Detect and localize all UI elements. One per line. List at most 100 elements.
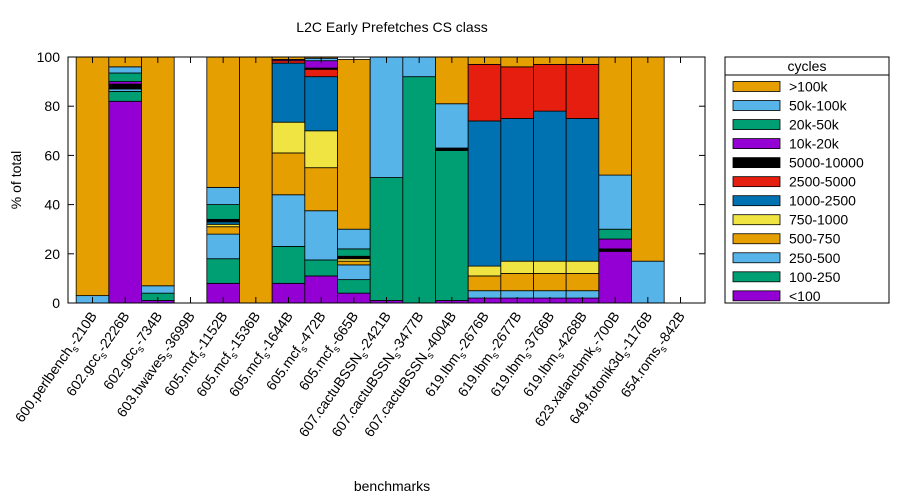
bar-segment xyxy=(435,56,469,105)
bar-segment xyxy=(533,260,567,274)
bar-segment xyxy=(598,174,632,230)
bar-segment xyxy=(565,260,600,274)
legend-swatch xyxy=(732,252,781,264)
bar-segment xyxy=(467,63,502,122)
legend-label: 1000-2500 xyxy=(789,193,856,209)
bar-segment xyxy=(337,59,371,230)
bar-segment xyxy=(500,290,534,299)
legend-label: 250-500 xyxy=(789,250,841,266)
bar-segment xyxy=(271,152,306,196)
bar-segment xyxy=(337,260,371,266)
bar-segment xyxy=(206,186,240,206)
y-tick-label: 80 xyxy=(44,98,60,114)
bar-segment xyxy=(565,63,600,119)
bar-segment xyxy=(565,118,600,262)
bar-segment xyxy=(533,273,567,292)
bar-segment xyxy=(500,273,534,292)
legend-swatch xyxy=(732,271,781,283)
chart-title: L2C Early Prefetches CS class xyxy=(296,19,487,35)
bar-segment xyxy=(631,260,665,304)
bar-segment xyxy=(206,226,240,235)
bar-segment xyxy=(271,246,306,284)
bar-segment xyxy=(75,56,110,297)
bar-segment xyxy=(631,56,665,262)
legend-swatch xyxy=(732,290,781,302)
bar-segment xyxy=(206,258,240,284)
bar-segment xyxy=(435,103,469,149)
bar-segment xyxy=(239,56,273,304)
legend-label: 750-1000 xyxy=(789,212,848,228)
legend-swatch xyxy=(732,119,781,130)
bar-segment xyxy=(304,76,338,132)
y-axis-label: % of total xyxy=(8,151,24,209)
bar-segment xyxy=(565,273,600,292)
plot-area: 020406080100600.perlbenchs-210B602.gccs-… xyxy=(12,49,706,440)
legend-label: >100k xyxy=(789,79,829,95)
legend-swatch xyxy=(732,81,781,92)
legend-label: 500-750 xyxy=(789,231,841,247)
bar-segment xyxy=(206,56,240,188)
bar-segment xyxy=(500,260,534,274)
bar-segment xyxy=(108,66,142,74)
legend-swatch xyxy=(732,138,781,149)
bar-segment xyxy=(337,279,371,294)
legend-swatch xyxy=(732,233,781,245)
bar-segment xyxy=(467,290,502,299)
legend-title: cycles xyxy=(788,58,827,74)
bar-segment xyxy=(337,264,371,281)
bar-segment xyxy=(304,130,338,169)
bar-segment xyxy=(500,66,534,119)
bar-segment xyxy=(337,228,371,250)
bar-segment xyxy=(304,68,338,78)
bar-segment xyxy=(271,62,306,123)
legend-label: 5000-10000 xyxy=(789,155,864,171)
bar-segment xyxy=(206,233,240,260)
bar-segment xyxy=(206,204,240,220)
bar-segment xyxy=(271,121,306,154)
legend-swatch xyxy=(732,157,781,169)
bar-segment xyxy=(369,177,404,301)
bar-segment xyxy=(467,265,502,277)
bar-segment xyxy=(304,259,338,277)
bar-segment xyxy=(402,76,436,304)
bar-segment xyxy=(108,91,142,102)
bar-segment xyxy=(304,167,338,212)
bar-segment xyxy=(435,150,469,301)
bar-segment xyxy=(467,275,502,292)
y-tick-label: 60 xyxy=(44,147,60,163)
bar-segment xyxy=(598,228,632,240)
bar-segment xyxy=(467,120,502,267)
legend-swatch xyxy=(732,176,781,188)
legend-label: <100 xyxy=(789,288,821,304)
legend-swatch xyxy=(732,100,781,111)
bar-segment xyxy=(108,83,142,90)
bar-segment xyxy=(337,248,371,257)
bar-segment xyxy=(141,56,175,287)
bar-segment xyxy=(500,118,534,262)
legend-label: 20k-50k xyxy=(789,117,840,133)
bar-segment xyxy=(598,56,632,176)
y-tick-label: 0 xyxy=(52,295,60,311)
bar-segment xyxy=(533,290,567,299)
bar-segment xyxy=(304,210,338,261)
bar-segment xyxy=(533,63,567,112)
y-tick-label: 100 xyxy=(37,49,61,65)
legend-label: 50k-100k xyxy=(789,98,848,114)
bar-segment xyxy=(598,250,632,304)
bar-segment xyxy=(108,72,142,82)
bar-segment xyxy=(108,100,142,304)
legend-swatch xyxy=(732,214,781,226)
legend-label: 100-250 xyxy=(789,269,841,285)
legend-label: 10k-20k xyxy=(789,136,840,152)
bar-segment xyxy=(533,110,567,262)
x-axis-label: benchmarks xyxy=(354,478,430,494)
y-tick-label: 40 xyxy=(44,197,60,213)
legend-swatch xyxy=(732,195,781,207)
y-tick-label: 20 xyxy=(44,246,60,262)
bar-segment xyxy=(141,285,175,294)
bar-segment xyxy=(565,290,600,299)
bar-segment xyxy=(369,56,404,178)
legend-label: 2500-5000 xyxy=(789,174,856,190)
bar-segment xyxy=(271,194,306,247)
